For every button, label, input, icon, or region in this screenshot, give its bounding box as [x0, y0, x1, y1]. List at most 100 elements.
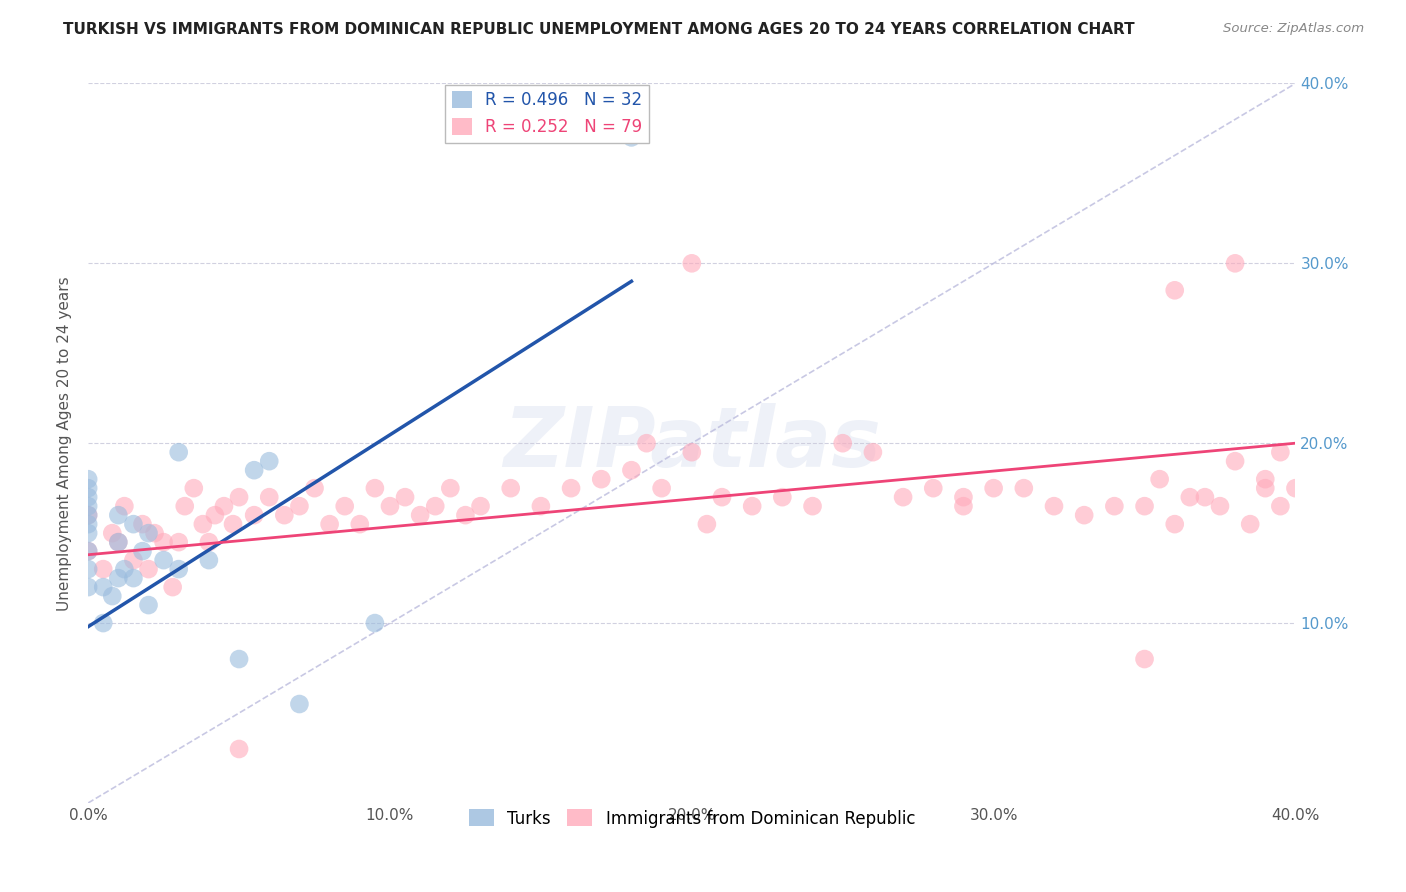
- Point: [228, 652, 250, 666]
- Point: [198, 553, 221, 567]
- Point: [1254, 481, 1277, 495]
- Point: [77, 508, 100, 523]
- Point: [77, 580, 100, 594]
- Point: [409, 508, 432, 523]
- Point: [1073, 508, 1095, 523]
- Point: [952, 490, 974, 504]
- Point: [1223, 454, 1246, 468]
- Point: [1133, 652, 1156, 666]
- Point: [77, 508, 100, 523]
- Point: [770, 490, 793, 504]
- Point: [222, 517, 245, 532]
- Point: [77, 544, 100, 558]
- Point: [681, 445, 703, 459]
- Point: [112, 499, 135, 513]
- Point: [131, 517, 153, 532]
- Point: [228, 490, 250, 504]
- Point: [77, 544, 100, 558]
- Point: [891, 490, 914, 504]
- Point: [922, 481, 945, 495]
- Point: [983, 481, 1005, 495]
- Point: [425, 499, 447, 513]
- Point: [77, 562, 100, 576]
- Point: [288, 499, 311, 513]
- Point: [191, 517, 214, 532]
- Point: [304, 481, 326, 495]
- Point: [257, 490, 280, 504]
- Point: [1270, 499, 1292, 513]
- Point: [349, 517, 371, 532]
- Point: [212, 499, 235, 513]
- Point: [1254, 472, 1277, 486]
- Point: [862, 445, 884, 459]
- Point: [173, 499, 195, 513]
- Point: [499, 481, 522, 495]
- Point: [741, 499, 763, 513]
- Text: Source: ZipAtlas.com: Source: ZipAtlas.com: [1223, 22, 1364, 36]
- Point: [1133, 499, 1156, 513]
- Point: [131, 544, 153, 558]
- Point: [1270, 445, 1292, 459]
- Point: [1178, 490, 1201, 504]
- Point: [288, 697, 311, 711]
- Point: [273, 508, 295, 523]
- Point: [77, 499, 100, 513]
- Point: [112, 562, 135, 576]
- Point: [138, 598, 160, 612]
- Point: [831, 436, 853, 450]
- Point: [77, 517, 100, 532]
- Point: [77, 481, 100, 495]
- Point: [91, 562, 114, 576]
- Point: [364, 481, 387, 495]
- Point: [243, 463, 266, 477]
- Point: [620, 463, 643, 477]
- Point: [1284, 481, 1306, 495]
- Point: [470, 499, 492, 513]
- Point: [167, 445, 190, 459]
- Point: [620, 130, 643, 145]
- Text: ZIPatlas: ZIPatlas: [503, 402, 880, 483]
- Point: [167, 562, 190, 576]
- Point: [952, 499, 974, 513]
- Point: [122, 553, 145, 567]
- Point: [364, 616, 387, 631]
- Point: [138, 562, 160, 576]
- Point: [162, 580, 184, 594]
- Point: [107, 535, 129, 549]
- Point: [138, 526, 160, 541]
- Point: [1164, 283, 1187, 297]
- Point: [1194, 490, 1216, 504]
- Point: [696, 517, 718, 532]
- Point: [91, 616, 114, 631]
- Point: [107, 508, 129, 523]
- Text: TURKISH VS IMMIGRANTS FROM DOMINICAN REPUBLIC UNEMPLOYMENT AMONG AGES 20 TO 24 Y: TURKISH VS IMMIGRANTS FROM DOMINICAN REP…: [63, 22, 1135, 37]
- Point: [122, 571, 145, 585]
- Point: [333, 499, 356, 513]
- Point: [122, 517, 145, 532]
- Point: [651, 481, 673, 495]
- Point: [560, 481, 582, 495]
- Point: [1012, 481, 1035, 495]
- Point: [152, 553, 174, 567]
- Point: [439, 481, 461, 495]
- Point: [152, 535, 174, 549]
- Point: [107, 571, 129, 585]
- Point: [454, 508, 477, 523]
- Legend: Turks, Immigrants from Dominican Republic: Turks, Immigrants from Dominican Republi…: [463, 803, 922, 834]
- Point: [1043, 499, 1066, 513]
- Y-axis label: Unemployment Among Ages 20 to 24 years: Unemployment Among Ages 20 to 24 years: [58, 276, 72, 610]
- Point: [77, 526, 100, 541]
- Point: [1239, 517, 1261, 532]
- Point: [681, 256, 703, 270]
- Point: [183, 481, 205, 495]
- Point: [101, 589, 124, 603]
- Point: [257, 454, 280, 468]
- Point: [1223, 256, 1246, 270]
- Point: [1209, 499, 1232, 513]
- Point: [243, 508, 266, 523]
- Point: [394, 490, 416, 504]
- Point: [801, 499, 824, 513]
- Point: [101, 526, 124, 541]
- Point: [318, 517, 340, 532]
- Point: [77, 472, 100, 486]
